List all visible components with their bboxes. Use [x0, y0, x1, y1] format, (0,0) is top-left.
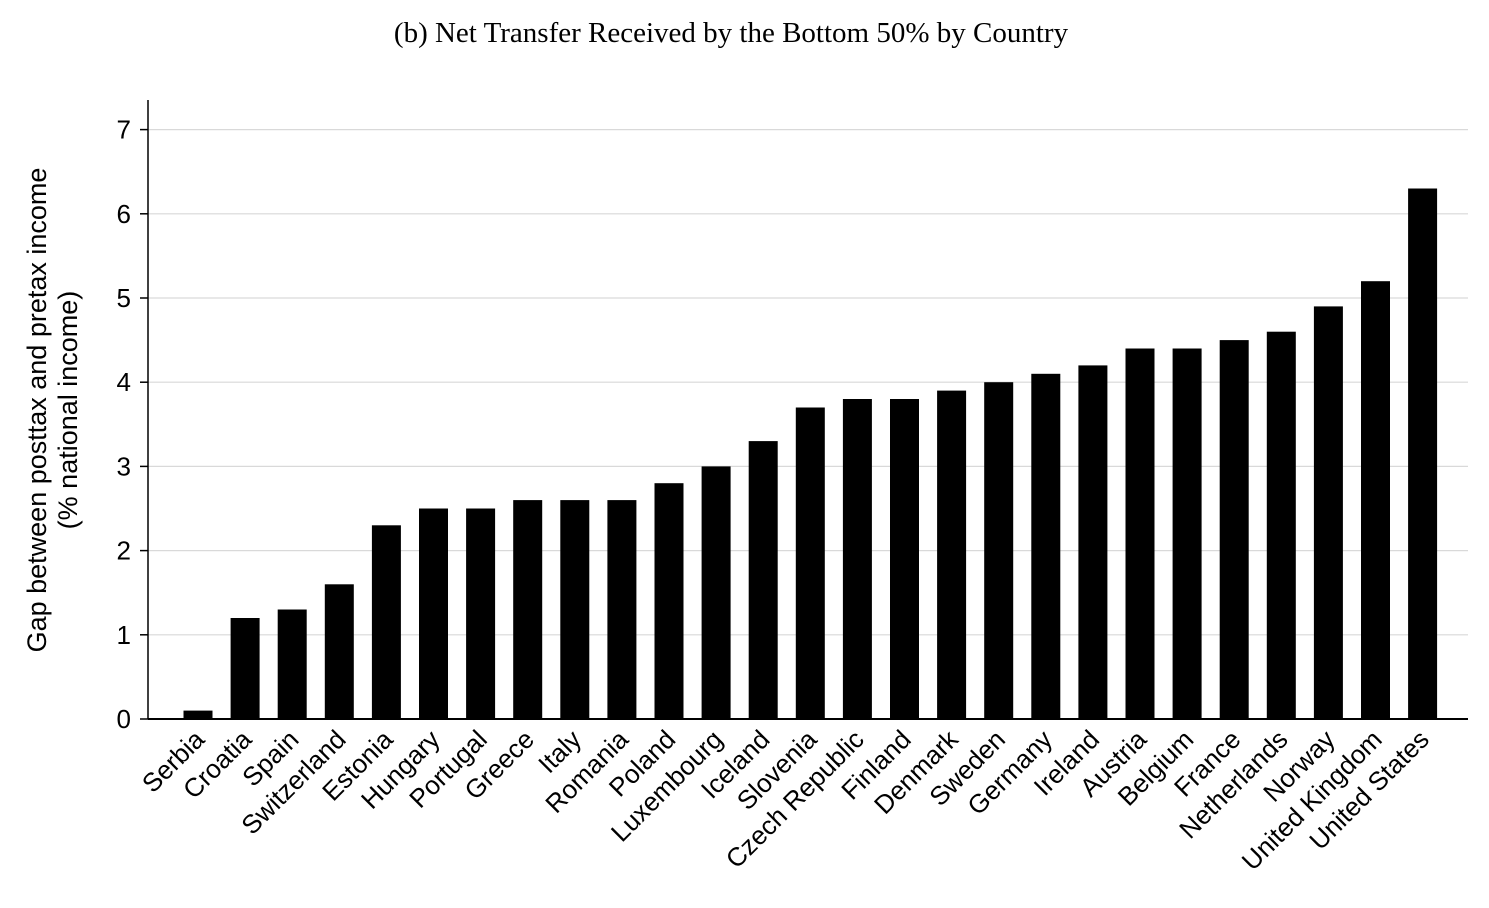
y-tick-labels: 0 1 2 3 4 5 6 7: [117, 115, 131, 734]
bar-luxembourg: [701, 466, 731, 719]
bar-italy: [560, 500, 590, 719]
y-tick-label: 1: [117, 620, 131, 650]
bar-netherlands: [1266, 331, 1296, 719]
bar-united-kingdom: [1361, 281, 1390, 719]
bar-romania: [607, 500, 637, 719]
y-tick-label: 5: [117, 283, 131, 313]
bar-germany: [1031, 373, 1061, 719]
bar-greece: [513, 500, 543, 719]
bar-slovenia: [795, 407, 825, 719]
axes: [140, 100, 1468, 720]
y-tick-label: 3: [117, 451, 131, 481]
bars: [183, 188, 1438, 719]
bar-iceland: [748, 441, 778, 719]
y-axis-label: Gap between posttax and pretax income (%…: [22, 168, 83, 653]
y-tick-label: 4: [117, 367, 131, 397]
bar-denmark: [937, 390, 967, 719]
bar-austria: [1125, 348, 1155, 719]
bar-united-states: [1408, 188, 1438, 719]
bar-portugal: [466, 508, 496, 719]
bar-hungary: [419, 508, 448, 719]
bar-serbia: [183, 710, 213, 719]
bar-norway: [1313, 306, 1343, 719]
bar-france: [1219, 340, 1249, 719]
y-tick-label: 0: [117, 704, 131, 734]
bar-croatia: [230, 618, 260, 719]
bar-spain: [277, 609, 307, 719]
bar-czech-republic: [842, 399, 872, 719]
y-tick-label: 2: [117, 536, 131, 566]
bar-estonia: [371, 525, 401, 719]
y-tick-label: 7: [117, 115, 131, 145]
bar-poland: [654, 483, 684, 719]
bar-belgium: [1172, 348, 1202, 719]
y-tick-label: 6: [117, 199, 131, 229]
chart-title: (b) Net Transfer Received by the Bottom …: [394, 17, 1069, 49]
bar-finland: [890, 399, 919, 719]
bar-ireland: [1078, 365, 1108, 719]
y-axis-label-line-1: Gap between posttax and pretax income: [22, 168, 52, 653]
bar-sweden: [984, 382, 1014, 719]
x-tick-labels: SerbiaCroatiaSpainSwitzerlandEstoniaHung…: [136, 723, 1435, 876]
bar-switzerland: [324, 584, 354, 719]
y-axis-label-line-2: (% national income): [53, 291, 83, 530]
